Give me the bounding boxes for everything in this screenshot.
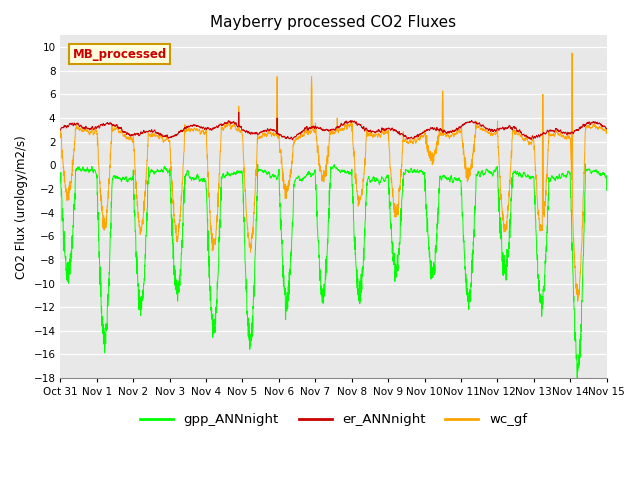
er_ANNnight — [56, 127, 64, 133]
er_ANNnight — [230, 120, 237, 125]
er_ANNnight — [235, 109, 243, 115]
wc_gf — [568, 50, 576, 56]
wc_gf — [230, 121, 237, 127]
er_ANNnight — [508, 125, 515, 131]
wc_gf — [467, 164, 474, 169]
wc_gf — [403, 139, 410, 145]
Line: wc_gf: wc_gf — [60, 53, 607, 301]
wc_gf — [574, 299, 582, 304]
Text: MB_processed: MB_processed — [72, 48, 166, 60]
er_ANNnight — [289, 137, 296, 143]
Line: er_ANNnight: er_ANNnight — [60, 112, 607, 140]
gpp_ANNnight — [467, 297, 474, 302]
er_ANNnight — [467, 119, 475, 125]
er_ANNnight — [438, 127, 445, 132]
Line: gpp_ANNnight: gpp_ANNnight — [60, 164, 607, 380]
wc_gf — [507, 158, 515, 164]
gpp_ANNnight — [507, 195, 515, 201]
gpp_ANNnight — [230, 172, 237, 178]
gpp_ANNnight — [438, 177, 445, 182]
Title: Mayberry processed CO2 Fluxes: Mayberry processed CO2 Fluxes — [211, 15, 456, 30]
wc_gf — [438, 132, 445, 137]
Y-axis label: CO2 Flux (urology/m2/s): CO2 Flux (urology/m2/s) — [15, 135, 28, 278]
gpp_ANNnight — [438, 177, 445, 183]
er_ANNnight — [438, 127, 446, 133]
wc_gf — [56, 128, 64, 133]
gpp_ANNnight — [603, 188, 611, 193]
wc_gf — [438, 132, 445, 138]
er_ANNnight — [603, 126, 611, 132]
wc_gf — [603, 126, 611, 132]
Legend: gpp_ANNnight, er_ANNnight, wc_gf: gpp_ANNnight, er_ANNnight, wc_gf — [134, 408, 532, 432]
gpp_ANNnight — [403, 168, 410, 173]
gpp_ANNnight — [582, 161, 589, 167]
er_ANNnight — [403, 135, 411, 141]
gpp_ANNnight — [573, 377, 581, 383]
gpp_ANNnight — [56, 179, 64, 185]
